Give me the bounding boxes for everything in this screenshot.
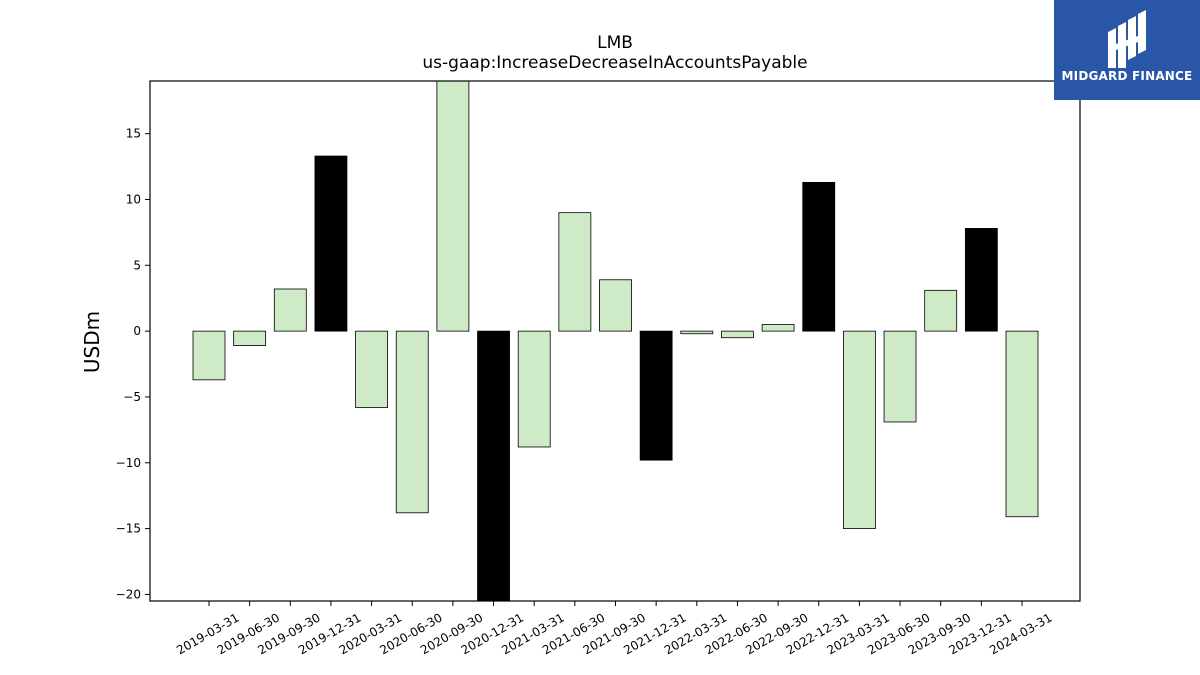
bar-2019-12-31 [314, 155, 348, 332]
bar-2023-06-30 [883, 330, 917, 423]
bar-2024-03-31 [1005, 330, 1039, 518]
bar-2020-06-30 [395, 330, 429, 514]
brand-logo: MIDGARD FINANCE [1054, 0, 1200, 100]
y-tick-label: 0 [133, 324, 141, 338]
bar-2019-09-30 [273, 288, 307, 332]
x-axis: 2019-03-312019-06-302019-09-302019-12-31… [174, 601, 1055, 657]
bar-2020-12-31 [477, 330, 510, 601]
bar-2021-12-31 [639, 330, 673, 461]
y-tick-label: 15 [126, 127, 141, 141]
y-tick-label: −20 [116, 587, 141, 601]
y-axis: −20 −15 −10 −5 0 5 10 15 [116, 127, 150, 601]
bar-2022-09-30 [761, 324, 795, 332]
bar-2021-09-30 [599, 279, 632, 332]
midgard-logo-icon [1108, 10, 1146, 68]
bar-2020-03-31 [355, 330, 389, 408]
bar-2023-09-30 [924, 289, 958, 332]
bar-2019-06-30 [233, 330, 267, 347]
bar-2019-03-31 [192, 330, 226, 381]
bar-2022-06-30 [721, 330, 754, 339]
plot-frame [149, 80, 1081, 602]
y-tick-label: −10 [116, 456, 141, 470]
chart-subtitle: us-gaap:IncreaseDecreaseInAccountsPayabl… [422, 53, 807, 73]
y-tick-label: 10 [126, 192, 141, 206]
bar-2020-09-30 [436, 81, 470, 332]
y-tick-label: −5 [123, 390, 141, 404]
bar-2023-12-31 [964, 228, 998, 332]
y-tick-label: −15 [116, 522, 141, 536]
logo-text: MIDGARD FINANCE [1061, 69, 1193, 83]
bar-2022-12-31 [802, 181, 836, 332]
bar-2021-06-30 [558, 212, 592, 332]
bar-2021-03-31 [517, 330, 551, 448]
bar-2022-03-31 [680, 330, 714, 335]
y-axis-label: USDm [80, 311, 104, 373]
chart-title: LMB [597, 33, 633, 53]
y-tick-label: 5 [133, 258, 141, 272]
bars-group [192, 81, 1039, 601]
bar-2023-03-31 [843, 330, 876, 530]
